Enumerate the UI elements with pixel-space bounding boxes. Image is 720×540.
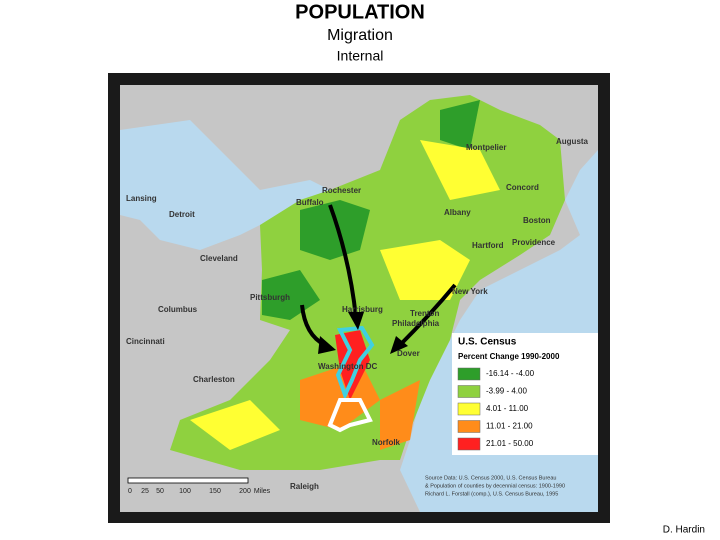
city-label: Augusta (556, 137, 589, 146)
patch (335, 330, 370, 400)
scale-label: 100 (179, 488, 191, 495)
scale-label: 150 (209, 488, 221, 495)
city-label: Hartford (472, 241, 504, 250)
city-label: Providence (512, 238, 556, 247)
patch (380, 380, 420, 450)
city-label: Charleston (193, 375, 235, 384)
city-label: Washington DC (318, 362, 377, 371)
legend-swatch (457, 367, 481, 381)
legend-label: -3.99 - 4.00 (486, 387, 527, 396)
patch (420, 140, 500, 200)
great-lakes (120, 120, 330, 250)
city-label: Buffalo (296, 198, 324, 207)
city-label: Columbus (158, 305, 198, 314)
source-line: & Population of counties by decennial ce… (425, 483, 565, 489)
city-label: Albany (444, 208, 471, 217)
section: Internal (337, 48, 384, 64)
city-label: Concord (506, 183, 539, 192)
city-label: Norfolk (372, 438, 401, 447)
title: POPULATION (295, 1, 425, 23)
city-label: New York (452, 287, 488, 296)
legend-label: -16.14 - -4.00 (486, 369, 535, 378)
scale-label: 0 (128, 488, 132, 495)
city-label: Raleigh (290, 482, 319, 491)
city-label: Boston (523, 216, 551, 225)
corridor-outline (327, 398, 373, 433)
arrow-heads (318, 312, 408, 354)
legend-swatch (457, 402, 481, 416)
scale-bar (127, 477, 249, 484)
patch (300, 200, 370, 260)
scale-label: 200 (239, 488, 251, 495)
city-label: Detroit (169, 210, 195, 219)
city-label: Cincinnati (126, 337, 165, 346)
source-line: Richard L. Forstall (comp.), U.S. Census… (425, 491, 558, 497)
legend-swatch (457, 437, 481, 451)
city-label: Montpelier (466, 143, 506, 152)
city-label: Pittsburgh (250, 293, 290, 302)
city-label: Philadelphia (392, 319, 440, 328)
scale-label: 50 (156, 488, 164, 495)
legend-swatch (457, 420, 481, 433)
city-label: Rochester (322, 186, 361, 195)
patch (262, 270, 320, 320)
source-line: Source Data: U.S. Census 2000, U.S. Cens… (425, 475, 556, 481)
patch (380, 240, 470, 300)
credit: D. Hardin (663, 525, 705, 536)
legend-heading: Percent Change 1990-2000 (458, 352, 560, 361)
city-label: Dover (397, 349, 420, 358)
map: U.S. Census Percent Change 1990-2000 (108, 73, 610, 523)
legend-label: 4.01 - 11.00 (486, 404, 529, 413)
legend-label: 11.01 - 21.00 (486, 422, 533, 431)
subtitle: Migration (327, 27, 393, 44)
legend-label: 21.01 - 50.00 (486, 439, 534, 448)
patch (190, 400, 280, 450)
city-label: Cleveland (200, 254, 238, 263)
city-label: Lansing (126, 194, 157, 203)
city-label: Harrisburg (342, 305, 383, 314)
city-label: Trenton (410, 309, 439, 318)
legend-title: U.S. Census (458, 337, 517, 348)
patch (440, 100, 480, 150)
legend-swatch (457, 385, 481, 398)
corridor-outline (335, 325, 375, 401)
scale-label: 25 (141, 488, 149, 495)
scale-label: Miles (254, 488, 271, 495)
